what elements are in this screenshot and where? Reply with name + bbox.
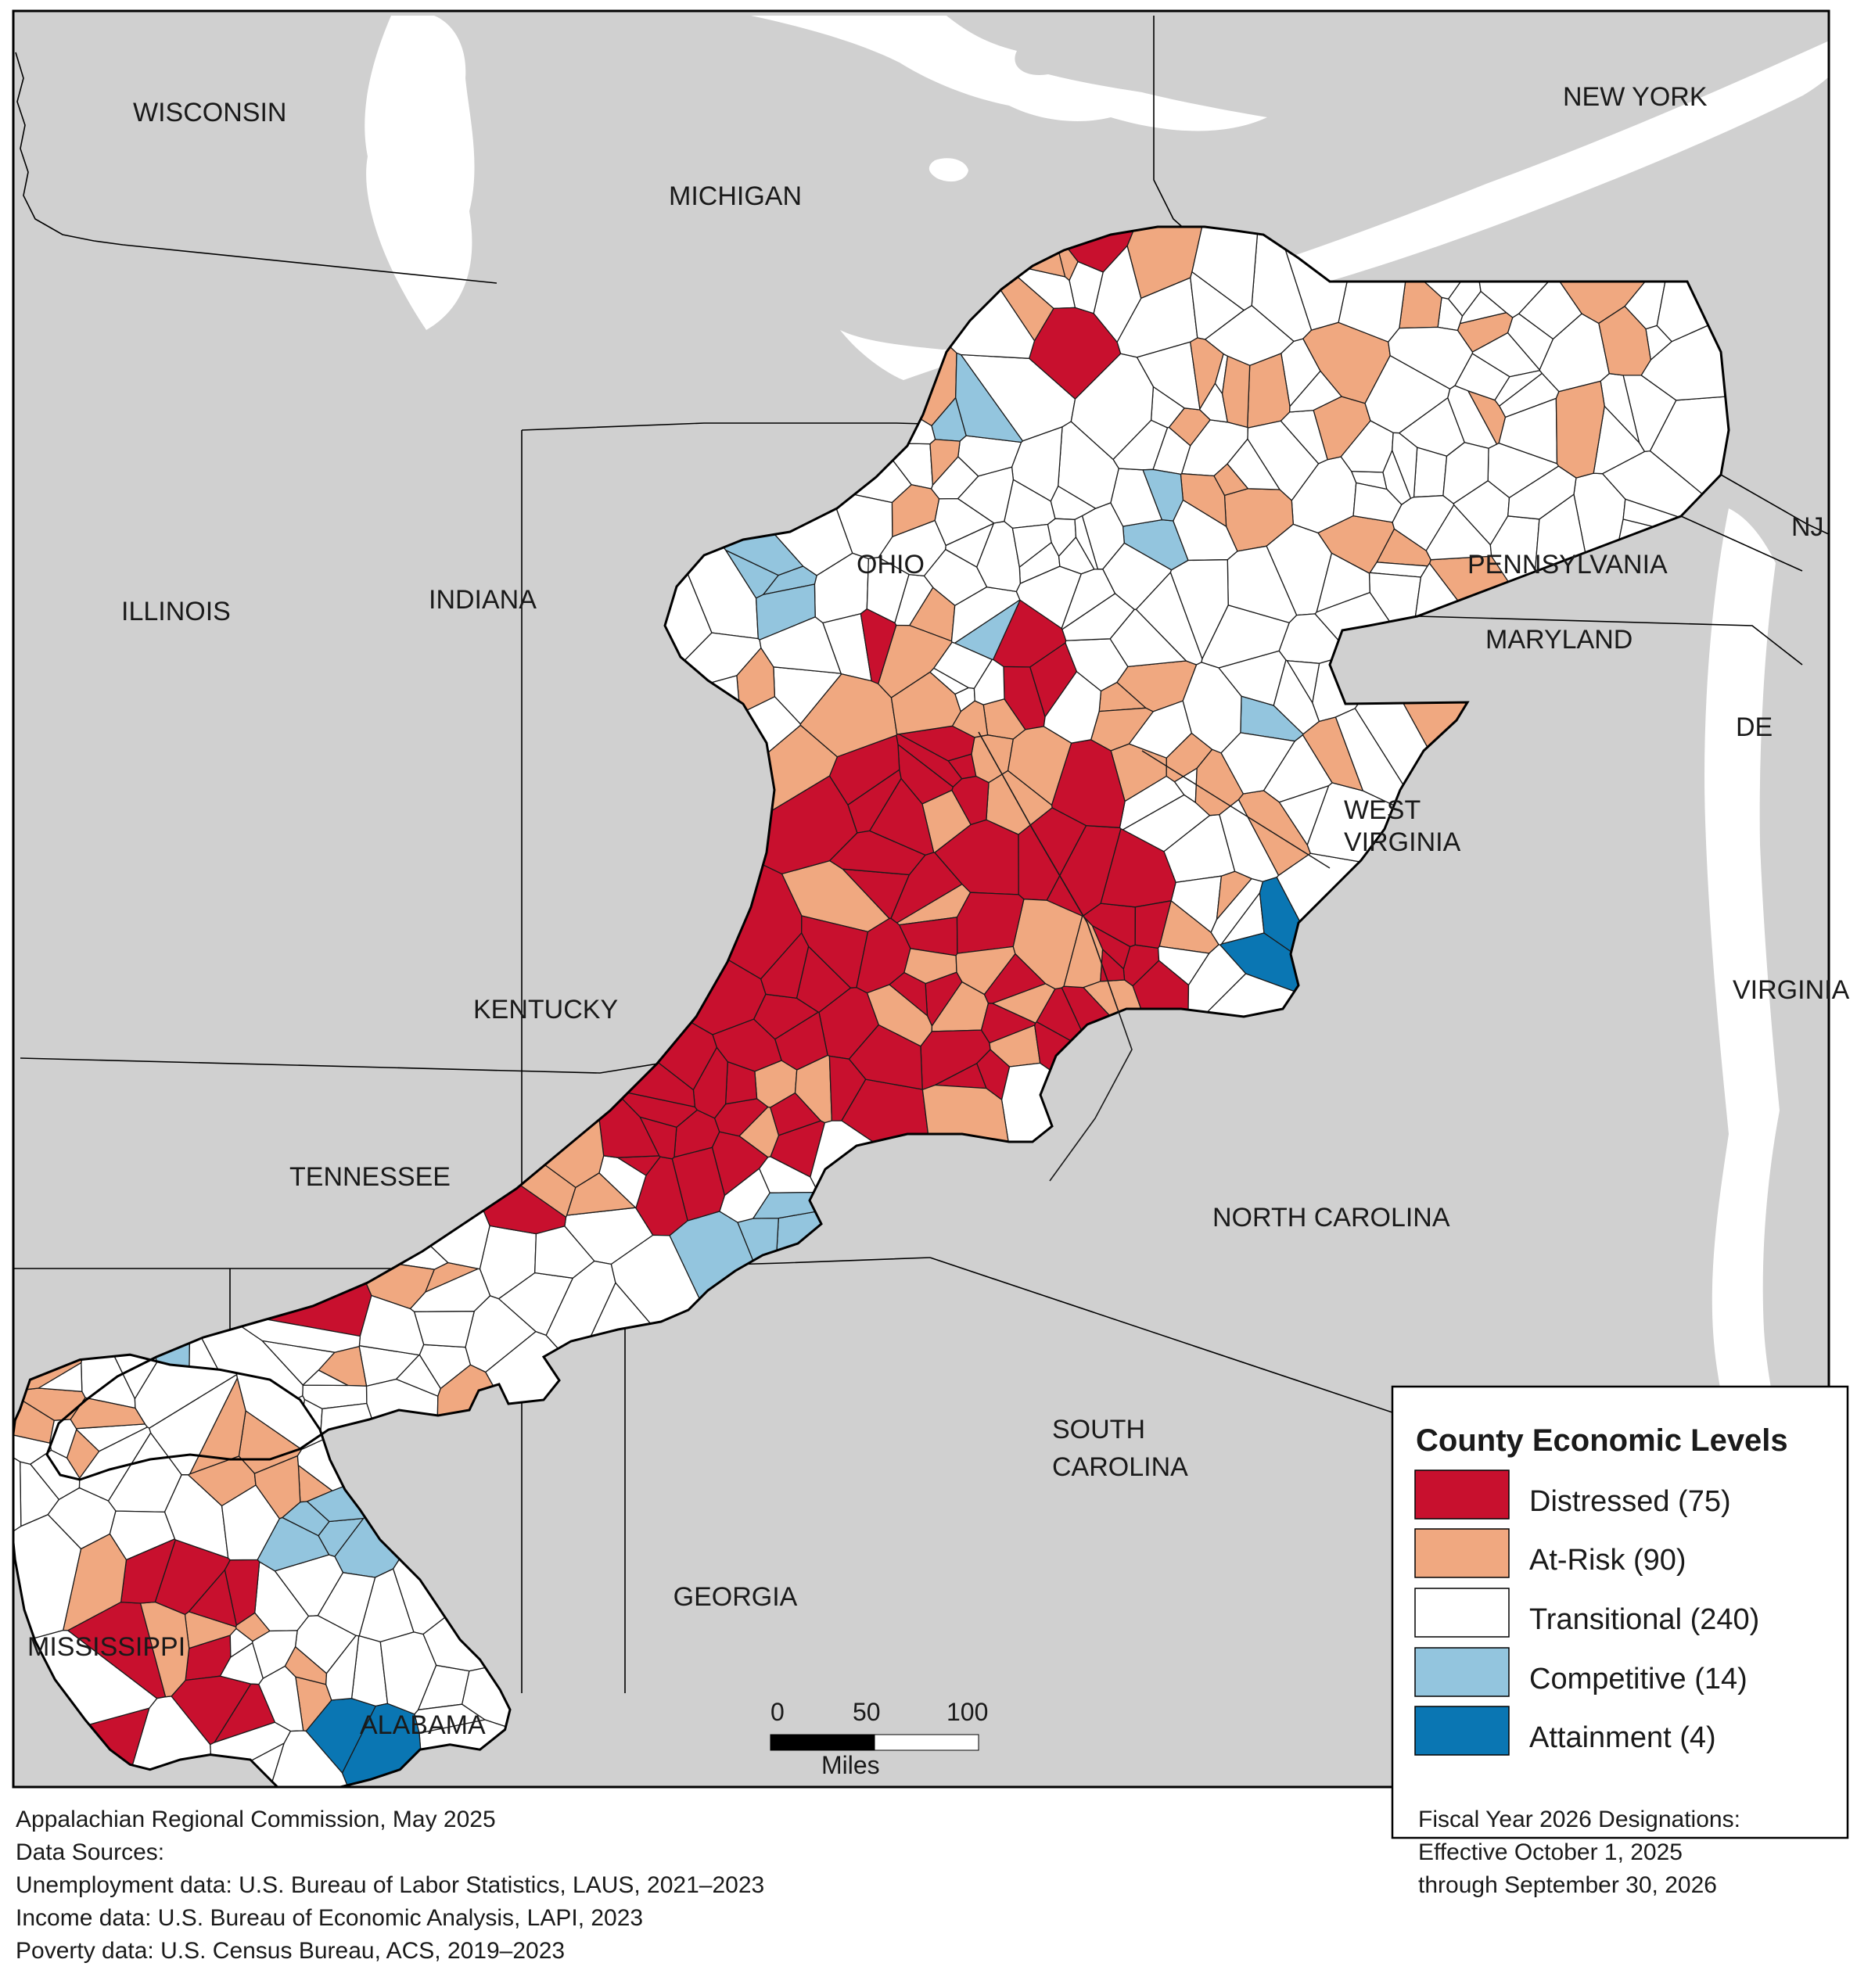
svg-text:ILLINOIS: ILLINOIS: [121, 597, 231, 626]
svg-text:0: 0: [770, 1698, 785, 1726]
svg-text:through September 30, 2026: through September 30, 2026: [1418, 1872, 1717, 1898]
svg-text:ALABAMA: ALABAMA: [360, 1710, 486, 1740]
svg-text:VIRGINIA: VIRGINIA: [1344, 827, 1461, 857]
svg-text:WEST: WEST: [1344, 795, 1421, 825]
svg-text:100: 100: [946, 1698, 988, 1726]
svg-text:Competitive (14): Competitive (14): [1529, 1663, 1747, 1696]
svg-text:Appalachian Regional Commissio: Appalachian Regional Commission, May 202…: [16, 1807, 496, 1832]
svg-text:Income data: U.S. Bureau of Ec: Income data: U.S. Bureau of Economic Ana…: [16, 1905, 643, 1931]
svg-text:Attainment (4): Attainment (4): [1529, 1721, 1716, 1754]
svg-text:County Economic Levels: County Economic Levels: [1416, 1423, 1788, 1458]
svg-text:Unemployment data: U.S. Bureau: Unemployment data: U.S. Bureau of Labor …: [16, 1872, 764, 1898]
svg-text:TENNESSEE: TENNESSEE: [289, 1162, 451, 1192]
svg-text:GEORGIA: GEORGIA: [673, 1582, 798, 1612]
svg-text:PENNSYLVANIA: PENNSYLVANIA: [1467, 550, 1668, 580]
svg-text:Effective October 1, 2025: Effective October 1, 2025: [1418, 1839, 1683, 1865]
svg-text:Transitional (240): Transitional (240): [1529, 1603, 1759, 1636]
svg-text:VIRGINIA: VIRGINIA: [1733, 975, 1850, 1005]
svg-text:NJ: NJ: [1791, 512, 1824, 542]
svg-text:OHIO: OHIO: [857, 550, 925, 580]
svg-text:NORTH CAROLINA: NORTH CAROLINA: [1212, 1203, 1450, 1233]
svg-text:Poverty data: U.S. Census Bure: Poverty data: U.S. Census Bureau, ACS, 2…: [16, 1938, 565, 1964]
svg-text:Miles: Miles: [821, 1751, 880, 1779]
svg-text:WISCONSIN: WISCONSIN: [133, 98, 286, 127]
svg-text:MARYLAND: MARYLAND: [1485, 625, 1633, 655]
svg-text:Distressed (75): Distressed (75): [1529, 1485, 1731, 1518]
svg-text:NEW YORK: NEW YORK: [1563, 82, 1708, 112]
svg-text:INDIANA: INDIANA: [429, 585, 537, 615]
svg-text:MISSISSIPPI: MISSISSIPPI: [27, 1632, 185, 1662]
svg-text:At-Risk (90): At-Risk (90): [1529, 1544, 1686, 1577]
svg-text:CAROLINA: CAROLINA: [1052, 1452, 1188, 1482]
svg-text:DE: DE: [1736, 712, 1773, 742]
svg-text:50: 50: [853, 1698, 881, 1726]
svg-text:KENTUCKY: KENTUCKY: [473, 995, 618, 1025]
svg-text:Fiscal Year 2026 Designations:: Fiscal Year 2026 Designations:: [1418, 1807, 1740, 1832]
svg-text:Data Sources:: Data Sources:: [16, 1839, 164, 1865]
svg-text:SOUTH: SOUTH: [1052, 1415, 1145, 1444]
svg-text:MICHIGAN: MICHIGAN: [669, 181, 802, 211]
